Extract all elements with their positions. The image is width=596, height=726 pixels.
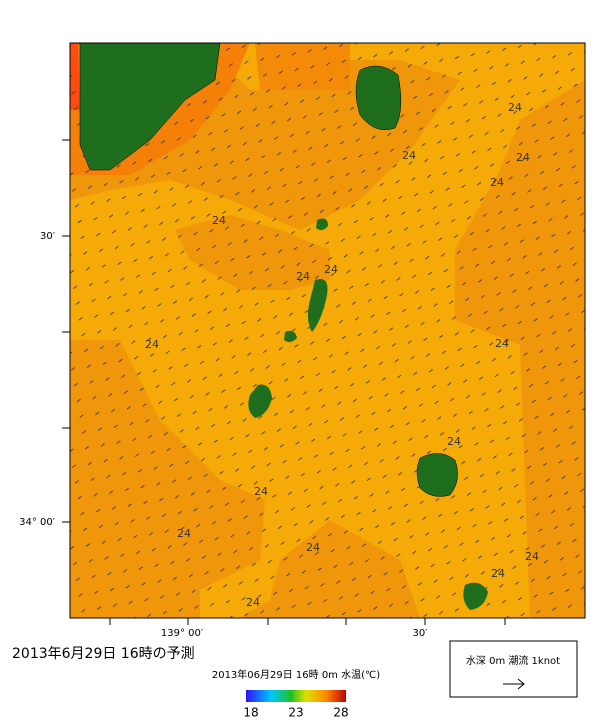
contour-label: 24 bbox=[212, 214, 226, 227]
map-area bbox=[70, 43, 585, 618]
ticks bbox=[62, 139, 506, 625]
colorbar-tick: 23 bbox=[288, 706, 303, 720]
lat-label: 34° 00′ bbox=[19, 517, 56, 528]
contour-label: 24 bbox=[525, 550, 539, 563]
colorbar-tick: 18 bbox=[243, 706, 258, 720]
legend-label: 水深 0m 潮流 1knot bbox=[466, 654, 560, 667]
island bbox=[316, 218, 328, 231]
lon-label: 139° 00′ bbox=[161, 628, 204, 639]
island bbox=[355, 65, 402, 131]
island bbox=[463, 582, 488, 610]
contour-label: 24 bbox=[246, 596, 260, 609]
island bbox=[248, 384, 272, 418]
island bbox=[284, 279, 328, 343]
contour-labels: 24 24 24 24 24 24 24 24 24 24 24 24 24 24 24 24 bbox=[145, 101, 539, 609]
title: 2013年6月29日 16時の予測 bbox=[12, 646, 195, 662]
contour-label: 24 bbox=[296, 270, 310, 283]
legend-arrow bbox=[503, 678, 525, 690]
contour-label: 24 bbox=[447, 435, 461, 448]
colorbar bbox=[246, 690, 346, 702]
contour-label: 24 bbox=[306, 541, 320, 554]
legend-box bbox=[449, 640, 578, 698]
contour-label: 24 bbox=[145, 338, 159, 351]
subtitle: 2013年06月29日 16時 0m 水温(℃) bbox=[212, 668, 380, 681]
contour-label: 24 bbox=[491, 567, 505, 580]
map-frame bbox=[69, 42, 586, 619]
contour-label: 24 bbox=[516, 151, 530, 164]
contour-label: 24 bbox=[495, 337, 509, 350]
island bbox=[416, 453, 458, 497]
lon-label: 30′ bbox=[413, 628, 429, 639]
current-vectors bbox=[70, 43, 585, 618]
lat-label: 30′ bbox=[40, 231, 56, 242]
contour-label: 24 bbox=[508, 101, 522, 114]
contour-label: 24 bbox=[402, 149, 416, 162]
contour-label: 24 bbox=[177, 527, 191, 540]
contour-label: 24 bbox=[490, 176, 504, 189]
land bbox=[79, 43, 221, 171]
colorbar-tick: 28 bbox=[333, 706, 348, 720]
contour-label: 24 bbox=[254, 485, 268, 498]
contour-label: 24 bbox=[324, 263, 338, 276]
